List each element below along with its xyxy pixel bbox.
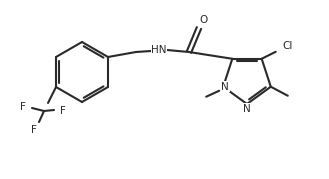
Text: F: F	[31, 125, 37, 135]
Text: N: N	[243, 104, 251, 114]
Text: N: N	[221, 82, 229, 92]
Text: O: O	[200, 15, 208, 25]
Text: F: F	[60, 106, 66, 116]
Text: Cl: Cl	[283, 41, 293, 51]
Text: F: F	[20, 102, 26, 112]
Text: HN: HN	[151, 45, 167, 55]
